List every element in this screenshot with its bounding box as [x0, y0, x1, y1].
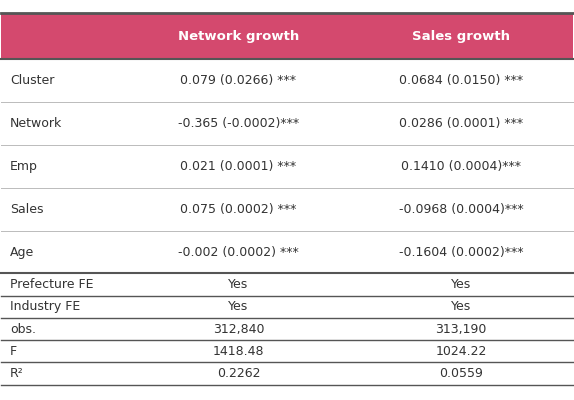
- Text: Yes: Yes: [451, 300, 471, 313]
- Text: -0.002 (0.0002) ***: -0.002 (0.0002) ***: [178, 246, 299, 258]
- Text: -0.365 (-0.0002)***: -0.365 (-0.0002)***: [178, 117, 299, 130]
- Text: 313,190: 313,190: [436, 322, 487, 336]
- Text: Age: Age: [10, 246, 34, 258]
- Text: obs.: obs.: [10, 322, 36, 336]
- Text: -0.1604 (0.0002)***: -0.1604 (0.0002)***: [399, 246, 523, 258]
- Bar: [1, 13, 573, 59]
- Text: F: F: [10, 345, 17, 358]
- Text: Prefecture FE: Prefecture FE: [10, 278, 94, 291]
- Text: Yes: Yes: [228, 300, 249, 313]
- Text: -0.0968 (0.0004)***: -0.0968 (0.0004)***: [399, 203, 523, 216]
- Text: 0.021 (0.0001) ***: 0.021 (0.0001) ***: [180, 160, 297, 173]
- Text: Cluster: Cluster: [10, 74, 55, 87]
- Text: 0.2262: 0.2262: [217, 367, 260, 380]
- Text: 0.079 (0.0266) ***: 0.079 (0.0266) ***: [180, 74, 296, 87]
- Text: 0.075 (0.0002) ***: 0.075 (0.0002) ***: [180, 203, 297, 216]
- Text: 312,840: 312,840: [213, 322, 264, 336]
- Text: 0.1410 (0.0004)***: 0.1410 (0.0004)***: [401, 160, 521, 173]
- Text: Sales growth: Sales growth: [412, 30, 510, 43]
- Text: Sales: Sales: [10, 203, 44, 216]
- Text: Industry FE: Industry FE: [10, 300, 80, 313]
- Text: 0.0559: 0.0559: [439, 367, 483, 380]
- Text: 1024.22: 1024.22: [436, 345, 487, 358]
- Text: 0.0684 (0.0150) ***: 0.0684 (0.0150) ***: [399, 74, 523, 87]
- Text: Network: Network: [10, 117, 62, 130]
- Text: 1418.48: 1418.48: [213, 345, 264, 358]
- Text: R²: R²: [10, 367, 24, 380]
- Text: Network growth: Network growth: [178, 30, 299, 43]
- Text: Emp: Emp: [10, 160, 38, 173]
- Text: Yes: Yes: [451, 278, 471, 291]
- Text: 0.0286 (0.0001) ***: 0.0286 (0.0001) ***: [399, 117, 523, 130]
- Text: Yes: Yes: [228, 278, 249, 291]
